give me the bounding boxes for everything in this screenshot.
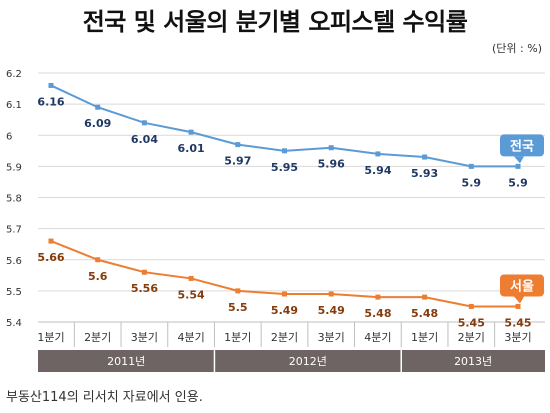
y-tick-label: 5.6 [6,256,22,267]
data-label: 6.04 [131,133,158,146]
x-tick-label: 2분기 [84,331,111,344]
data-point [95,257,101,263]
data-point [468,303,474,309]
data-label: 5.94 [364,164,391,177]
year-label: 2012년 [289,355,327,368]
y-tick-label: 5.8 [6,194,22,205]
series-name-label: 서울 [510,278,534,294]
year-band [38,350,545,372]
x-tick-label: 2분기 [271,331,298,344]
data-point [468,163,474,169]
data-label: 5.93 [411,167,438,180]
data-label: 5.45 [458,316,485,329]
data-point [422,294,428,300]
data-point [235,142,241,148]
data-label: 6.16 [37,95,64,108]
data-label: 5.49 [271,304,298,317]
y-tick-label: 5.7 [6,225,22,236]
data-point [141,269,147,275]
unit-label: (단위 : %) [492,42,542,55]
x-tick-label: 3분기 [504,331,531,344]
data-point [48,82,54,88]
y-tick-label: 5.9 [6,162,22,173]
series-badge-pointer [514,296,524,304]
series-badge-pointer [514,156,524,164]
data-point [188,129,194,135]
data-label: 5.66 [37,251,64,264]
data-point [515,163,521,169]
y-tick-label: 5.4 [6,318,22,329]
series-line [50,240,518,308]
series-badge [500,274,544,297]
x-tick-label: 1분기 [37,331,64,344]
data-label: 5.96 [318,158,345,171]
year-label: 2013년 [454,355,492,368]
data-point [282,291,287,297]
y-tick-label: 6.2 [6,69,22,80]
x-tick-label: 4분기 [177,331,204,344]
data-point [328,145,334,151]
x-tick-label: 3분기 [131,331,158,344]
chart-title: 전국 및 서울의 분기별 오피스텔 수익률 [82,8,468,36]
x-tick-label: 3분기 [318,331,345,344]
year-label: 2011년 [107,355,145,368]
data-label: 5.97 [224,155,251,168]
x-tick-label: 1분기 [411,331,438,344]
data-point [375,294,381,300]
x-tick-label: 2분기 [458,331,485,344]
series-badge [500,134,544,157]
data-point [95,104,101,110]
y-tick-label: 6 [6,131,12,142]
series-line [50,84,518,168]
data-label: 5.45 [504,316,531,329]
data-point [375,151,381,157]
data-label: 5.5 [228,301,248,314]
series-name-label: 전국 [510,138,534,154]
data-label: 5.6 [88,270,108,283]
data-label: 5.48 [364,307,391,320]
data-label: 5.48 [411,307,438,320]
data-label: 5.95 [271,161,298,174]
data-label: 5.9 [462,176,482,189]
data-point [282,148,287,154]
data-label: 5.9 [508,176,528,189]
data-label: 6.01 [178,142,205,155]
x-tick-label: 1분기 [224,331,251,344]
y-tick-label: 6.1 [6,100,22,111]
data-point [422,154,428,160]
data-label: 6.09 [84,117,111,130]
data-label: 5.49 [318,304,345,317]
data-label: 5.56 [131,282,158,295]
data-point [188,275,194,281]
data-point [515,303,521,309]
x-tick-label: 4분기 [364,331,391,344]
data-point [141,120,147,126]
data-point [48,238,54,244]
data-label: 5.54 [178,288,205,301]
data-point [328,291,334,297]
source-note: 부동산114의 리서치 자료에서 인용. [6,390,203,405]
y-tick-label: 5.5 [6,287,22,298]
data-point [235,288,241,294]
